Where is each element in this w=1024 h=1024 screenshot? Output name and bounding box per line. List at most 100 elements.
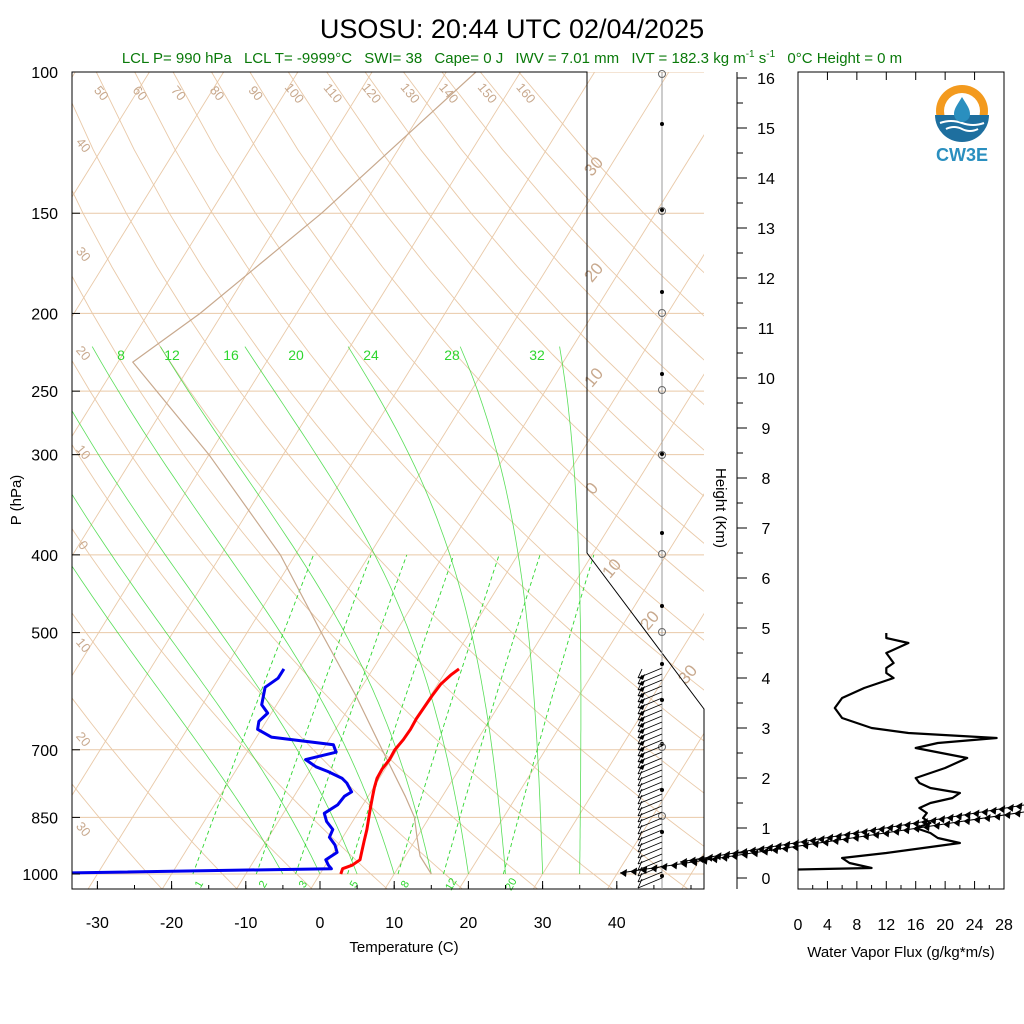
wind-barb-flag: [637, 704, 643, 715]
wind-barb-long-flag: [869, 826, 877, 835]
wind-barb: [637, 763, 663, 775]
wind-barb-long-flag: [680, 858, 687, 866]
x-tick-label: -20: [160, 915, 183, 932]
staff-ring: [658, 386, 666, 394]
mixing-ratio-bottom-label: 5: [348, 879, 361, 890]
theta-label: 120: [359, 80, 384, 106]
wind-barb-long-flag: [748, 846, 756, 855]
mixing-ratio-line: [295, 554, 408, 875]
dry-adiabat: [134, 72, 704, 742]
theta-label: 150: [475, 80, 500, 106]
mixing-ratio-label: 20: [288, 347, 304, 363]
wind-barb-long-flag: [972, 809, 980, 818]
wind-barb: [637, 781, 663, 793]
mixing-ratio-label: 8: [117, 347, 125, 363]
chart-title: USOSU: 20:44 UTC 02/04/2025: [320, 14, 704, 44]
dry-adiabat: [72, 189, 689, 889]
wind-barb-long-flag: [774, 842, 782, 851]
wind-barb-long-flag: [700, 856, 708, 865]
p-tick-label: 500: [31, 626, 58, 643]
isotherm-label-left: 10: [73, 442, 94, 463]
p-tick-label: 850: [31, 810, 58, 827]
lcl-temperature: LCL T= -9999°C: [244, 50, 352, 67]
wind-barb-flag: [637, 710, 643, 721]
wind-barb-long-flag: [993, 812, 1001, 821]
wind-barb-long-flag: [989, 806, 997, 815]
wind-barb-flag: [637, 686, 643, 697]
staff-ring: [658, 70, 666, 78]
height-axis-label: Height (Km): [712, 468, 729, 548]
mixing-ratio-bottom-label: 12: [443, 876, 460, 893]
wind-barb-long-flag: [783, 840, 791, 849]
wind-barb: [637, 793, 663, 805]
x-tick-label: 30: [534, 915, 552, 932]
dry-adiabat: [287, 72, 704, 544]
isotherm-line: [72, 72, 299, 438]
theta-label: 90: [245, 83, 266, 104]
logo-drop-icon: [954, 97, 970, 122]
wind-barb-long-flag: [886, 823, 894, 832]
wind-barb-long-flag: [817, 835, 825, 844]
dry-adiabat: [72, 527, 388, 889]
height-tick-label: 3: [762, 721, 771, 738]
theta-label: 160: [513, 80, 538, 106]
staff-ring: [658, 207, 666, 215]
wind-barb-long-flag: [877, 825, 885, 834]
wind-barb-long-flag: [860, 828, 868, 837]
wind-barb-flag: [637, 788, 643, 799]
wind-barb-flag: [637, 770, 643, 781]
sounding-traces: [72, 667, 460, 875]
staff-dot: [660, 372, 664, 376]
skewt-axes: -30 -20 -10 0 10 20 30 401001502002503004005007…: [22, 65, 692, 932]
wind-barb: [637, 841, 663, 853]
flux-panel: 0 4 8 12 16 20 24 28: [794, 72, 1013, 934]
isotherm-line: [236, 134, 704, 889]
p-tick-label: 150: [31, 206, 58, 223]
wind-barb: [637, 805, 663, 817]
flux-x-tick-label: 0: [794, 917, 803, 934]
mixing-ratio-line: [347, 554, 455, 875]
wind-barb-long-flag: [1006, 803, 1014, 812]
flux-x-tick-label: 28: [995, 917, 1013, 934]
moist-adiabat: [72, 493, 321, 875]
wind-barb-long-flag: [1013, 809, 1021, 818]
staff-dot: [660, 830, 664, 834]
zero-c-height: 0°C Height = 0 m: [787, 50, 902, 67]
moist-adiabat: [72, 565, 284, 875]
wind-barb-long-flag: [963, 817, 971, 826]
wind-barb-long-flag: [929, 816, 937, 825]
wind-barb-flag: [637, 764, 643, 775]
theta-label: 70: [168, 83, 189, 104]
isotherm-label-left: 10: [73, 635, 94, 656]
wind-barb-long-flag: [670, 861, 678, 870]
wind-barb-long-flag: [973, 815, 981, 824]
iwv-value: IWV = 7.01 mm: [515, 50, 619, 67]
theta-label: 100: [282, 80, 307, 106]
wind-barb-long-flag: [723, 850, 730, 859]
flux-x-tick-label: 20: [936, 917, 954, 934]
dry-adiabat: [364, 72, 704, 451]
height-tick-label: 1: [762, 821, 771, 838]
wind-barb: [637, 799, 663, 811]
p-tick-label: 400: [31, 548, 58, 565]
wind-barb-long-flag: [946, 813, 954, 822]
wind-barb-flag: [637, 872, 643, 883]
skewt-grid: [72, 72, 704, 889]
isotherm-line: [532, 612, 704, 889]
isotherm-line: [72, 72, 447, 677]
dry-adiabat: [72, 697, 238, 889]
wind-barb-long-flag: [903, 821, 911, 829]
theta-label: 130: [398, 80, 423, 106]
isotherm-line: [607, 732, 704, 889]
dry-adiabat: [249, 72, 704, 592]
wind-barb-long-flag: [983, 814, 991, 823]
wind-barb-long-flag: [630, 867, 638, 876]
isotherm-label-left: 0: [75, 538, 91, 553]
staff-dot: [660, 122, 664, 126]
x-tick-label: 40: [608, 915, 626, 932]
height-tick-label: 13: [757, 221, 775, 238]
flux-line: [797, 633, 998, 871]
staff-dot: [660, 208, 664, 212]
wind-barb-flag: [637, 866, 643, 877]
theta-label: 50: [91, 83, 112, 104]
